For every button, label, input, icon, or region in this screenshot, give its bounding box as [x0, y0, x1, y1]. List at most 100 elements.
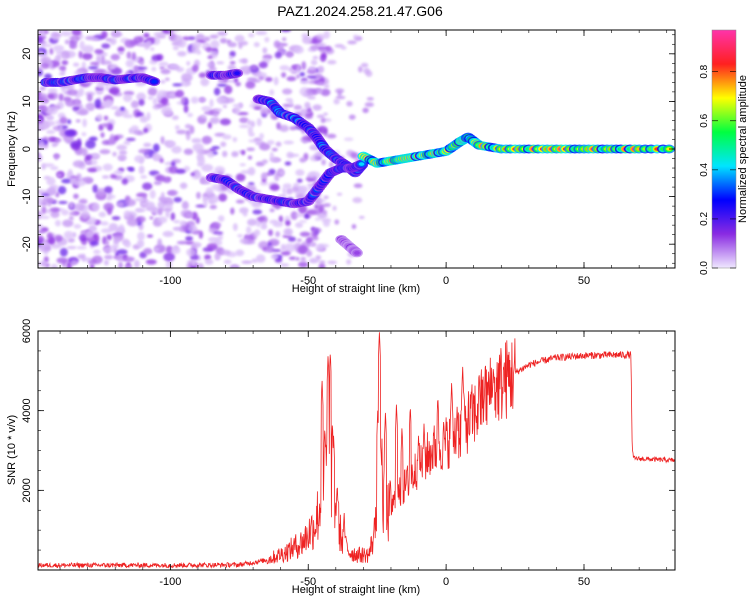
spectrogram-noise-blob — [197, 97, 207, 103]
spectrogram-noise-blob — [78, 50, 83, 59]
spectrogram-noise-blob — [143, 153, 150, 159]
spectrogram-noise-blob — [323, 220, 330, 227]
spectrogram-noise-blob — [159, 158, 164, 164]
spectrogram-noise-blob — [299, 157, 307, 163]
spectrogram-noise-blob — [52, 45, 65, 52]
spectrogram-noise-blob — [269, 89, 275, 96]
spectrogram-noise-blob — [261, 159, 268, 164]
spectrogram-noise-blob — [86, 93, 93, 102]
spectrogram-noise-blob — [40, 93, 48, 101]
spectrogram-noise-blob — [269, 184, 280, 191]
spectrogram-noise-blob — [200, 180, 212, 185]
spectrogram-noise-blob — [113, 170, 123, 175]
spectrogram-noise-blob — [174, 125, 180, 130]
spectrogram-noise-blob — [235, 173, 246, 182]
spectrogram-noise-blob — [219, 37, 228, 44]
spectrogram-noise-blob — [203, 36, 211, 42]
spectrogram-noise-blob — [79, 40, 85, 50]
spectrogram-noise-blob — [124, 265, 133, 268]
spectrogram-noise-blob — [269, 219, 279, 224]
spectrogram-noise-blob — [191, 137, 202, 144]
spectrogram-noise-blob — [219, 249, 231, 256]
spectrogram-noise-blob — [152, 97, 158, 106]
spectrogram-noise-blob — [291, 186, 299, 193]
spectrogram-noise-blob — [197, 157, 206, 166]
colorbar-gradient — [712, 30, 736, 268]
spectrogram-noise-blob — [222, 104, 227, 109]
spectrogram-noise-blob — [153, 180, 162, 186]
spectrogram-noise-blob — [232, 223, 238, 231]
spectrogram-noise-blob — [190, 96, 199, 104]
spectrogram-noise-blob — [293, 104, 302, 111]
spectrogram-noise-blob — [96, 55, 102, 65]
spectrogram-x-axis-label: Height of straight line (km) — [292, 283, 420, 295]
spectrogram-noise-blob — [214, 252, 221, 261]
spectrogram-noise-blob — [286, 76, 297, 82]
spectrogram-noise-blob — [61, 59, 69, 66]
spectrogram-noise-blob — [75, 109, 88, 116]
spectrogram-noise-blob — [239, 207, 249, 214]
spectrogram-noise-blob — [146, 234, 154, 238]
spectrogram-noise-blob — [287, 236, 296, 242]
spectrogram-noise-blob — [85, 230, 94, 239]
spectrogram-noise-blob — [110, 173, 118, 179]
spectrogram-noise-blob — [200, 114, 207, 119]
colorbar-ticks: 0.0 0.2 0.4 0.6 0.8 — [699, 64, 736, 275]
spectrogram-noise-blob — [270, 254, 279, 260]
spectrogram-noise-blob — [94, 48, 104, 54]
spectrogram-noise-blob — [301, 36, 313, 45]
spectrogram-noise-blob — [211, 145, 221, 150]
spectrogram-noise-blob — [295, 169, 305, 176]
spectrogram-noise-blob — [334, 219, 340, 225]
y-tick-label: 10 — [21, 95, 33, 107]
spectrogram-noise-blob — [319, 54, 327, 62]
spectrogram-noise-blob — [235, 81, 241, 87]
spectrogram-noise-blob — [61, 209, 70, 216]
spectrogram-noise-blob — [41, 206, 47, 215]
spectrogram-noise-blob — [197, 262, 204, 268]
spectrogram-noise-blob — [162, 176, 172, 184]
spectrogram-noise-blob — [143, 248, 153, 255]
spectrogram-noise-blob — [343, 137, 354, 142]
spectrogram-noise-blob — [259, 133, 264, 140]
x-tick-label: -100 — [159, 576, 181, 588]
spectrogram-noise-blob — [316, 81, 325, 86]
x-tick-label: -50 — [300, 275, 316, 287]
spectrogram-noise-blob — [240, 170, 250, 175]
spectrogram-noise-blob — [93, 249, 101, 255]
spectrogram-noise-blob — [315, 72, 322, 79]
spectrogram-noise-blob — [326, 133, 337, 139]
spectrogram-noise-blob — [153, 32, 166, 37]
spectrogram-noise-blob — [279, 124, 290, 132]
spectrogram-noise-blob — [59, 247, 68, 257]
spectrogram-noise-blob — [229, 50, 236, 58]
spectrogram-noise-blob — [58, 65, 67, 71]
spectrogram-noise-blob — [140, 175, 148, 179]
spectrogram-noise-blob — [160, 68, 171, 75]
spectrogram-noise-blob — [108, 223, 119, 232]
spectrogram-noise-blob — [47, 88, 58, 93]
colorbar-label: Normalized spectral amplitude — [737, 75, 749, 223]
spectrogram-noise-blob — [308, 80, 316, 84]
spectrogram-noise-blob — [365, 70, 373, 77]
spectrogram-noise-blob — [209, 34, 219, 39]
spectrogram-noise-blob — [320, 88, 331, 97]
spectrogram-noise-blob — [54, 219, 61, 227]
spectrogram-noise-blob — [50, 210, 60, 219]
x-tick-label: 50 — [578, 576, 590, 588]
spectrogram-noise-blob — [214, 166, 226, 175]
spectrogram-noise-blob — [147, 95, 154, 100]
spectrogram-noise-blob — [282, 186, 287, 196]
colorbar-tick-label: 0.6 — [699, 113, 710, 127]
spectrogram-noise-blob — [346, 100, 353, 107]
spectrogram-noise-blob — [304, 212, 310, 219]
spectrogram-noise-blob — [145, 259, 157, 265]
spectrogram-noise-blob — [222, 134, 232, 140]
spectrogram-noise-blob — [85, 154, 93, 161]
spectrogram-noise-blob — [256, 117, 262, 127]
spectrogram-noise-blob — [101, 30, 108, 39]
spectrogram-noise-blob — [92, 255, 103, 265]
spectrogram-noise-blob — [41, 106, 48, 112]
spectrogram-noise-blob — [207, 55, 213, 59]
spectrogram-noise-blob — [152, 152, 159, 161]
